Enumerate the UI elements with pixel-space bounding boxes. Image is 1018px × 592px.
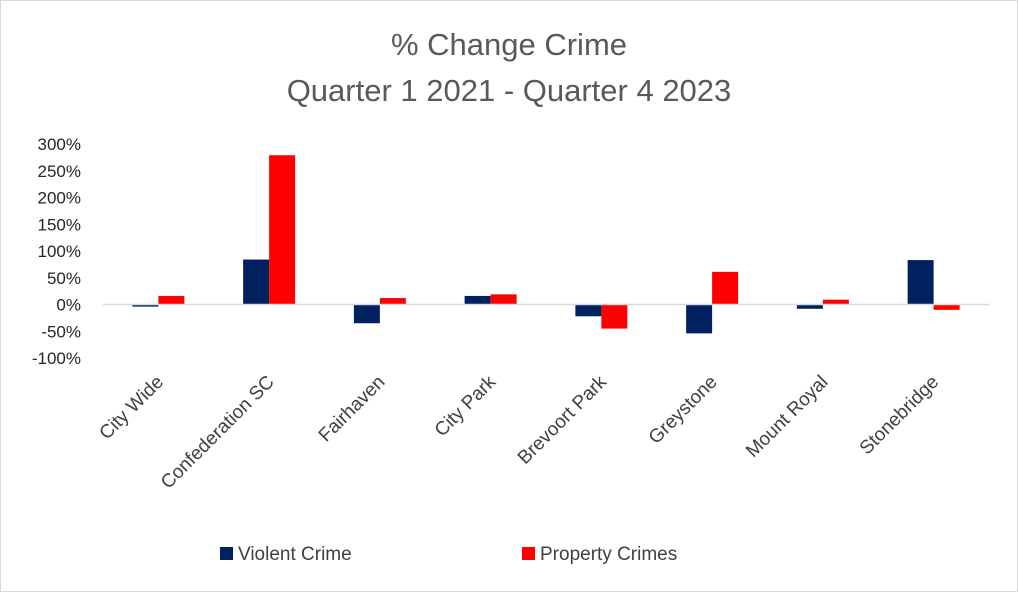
y-tick-label: 250% (38, 162, 81, 181)
legend-label: Property Crimes (540, 544, 677, 565)
bar-violent-crime (686, 304, 713, 334)
bar-property-crimes (490, 294, 517, 305)
bar-violent-crime (796, 304, 823, 309)
legend-label: Violent Crime (238, 544, 352, 565)
y-tick-label: -50% (41, 322, 81, 341)
bars-group (132, 155, 960, 334)
x-tick-label: Brevoort Park (514, 371, 611, 468)
bar-violent-crime (243, 259, 270, 305)
x-tick-label: City Park (431, 371, 501, 441)
legend-swatch (220, 547, 233, 560)
chart-subtitle: Quarter 1 2021 - Quarter 4 2023 (287, 73, 732, 108)
x-tick-label: Fairhaven (315, 372, 390, 447)
y-axis: 300% 250% 200% 150% 100% 50% 0% -50% -100% (32, 135, 81, 368)
bar-violent-crime (575, 304, 602, 317)
bar-violent-crime (464, 295, 491, 305)
bar-property-crimes (933, 304, 960, 310)
bar-property-crimes (601, 304, 628, 329)
y-tick-label: 50% (47, 269, 81, 288)
chart-title: % Change Crime (391, 27, 627, 62)
x-tick-label: Mount Royal (742, 372, 832, 462)
bar-property-crimes (379, 298, 406, 305)
y-tick-label: 300% (38, 135, 81, 154)
y-tick-label: 0% (56, 296, 81, 315)
bar-violent-crime (353, 304, 380, 324)
legend: Violent Crime Property Crimes (220, 544, 677, 565)
bar-violent-crime (907, 260, 934, 305)
y-tick-label: -100% (32, 349, 81, 368)
x-tick-label: Confederation SC (157, 372, 279, 494)
x-tick-label: Greystone (645, 372, 722, 449)
y-tick-label: 200% (38, 189, 81, 208)
bar-property-crimes (269, 155, 296, 305)
y-tick-label: 150% (38, 215, 81, 234)
bar-property-crimes (158, 295, 185, 305)
bar-violent-crime (132, 304, 159, 307)
bar-property-crimes (712, 271, 739, 305)
x-tick-label: Stonebridge (856, 372, 943, 459)
bar-property-crimes (822, 299, 849, 305)
x-tick-label: City Wide (96, 372, 168, 444)
legend-swatch (522, 547, 535, 560)
y-tick-label: 100% (38, 242, 81, 261)
